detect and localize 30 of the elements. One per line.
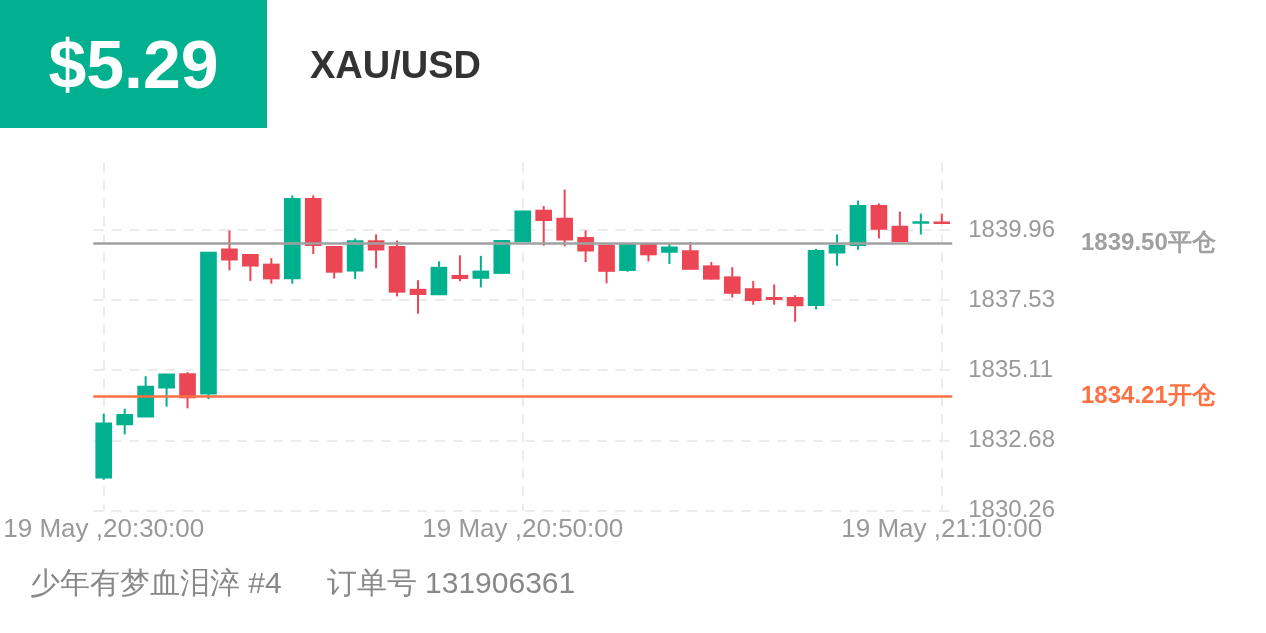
candlestick xyxy=(535,205,553,247)
candlestick xyxy=(451,254,469,283)
candlestick xyxy=(158,372,175,408)
chart-title: $5.29 xyxy=(48,25,219,103)
text: 订单号 131906361 xyxy=(326,565,576,601)
candlestick xyxy=(661,243,678,265)
candlestick xyxy=(744,280,762,306)
candlestick xyxy=(263,257,280,285)
candlestick xyxy=(786,294,804,323)
chart-subtitle: XAU/USD xyxy=(310,44,482,87)
ref-line-label: 1839.50平仓 xyxy=(1081,228,1217,256)
candlestick xyxy=(116,407,134,436)
y-tick-label: 1832.68 xyxy=(968,425,1056,453)
y-tick-label: 1839.96 xyxy=(968,214,1056,242)
candlestick xyxy=(472,254,490,289)
candlestick xyxy=(221,229,238,272)
candlestick xyxy=(765,283,783,306)
candlestick xyxy=(828,233,846,267)
x-tick-label: 19 May ,20:30:00 xyxy=(3,512,205,543)
candlestick xyxy=(912,212,930,236)
y-tick-label: 1837.53 xyxy=(968,285,1056,313)
candlestick xyxy=(409,279,427,315)
ref-line-label: 1834.21开仓 xyxy=(1081,381,1217,409)
y-tick-label: 1835.11 xyxy=(968,355,1054,383)
candlestick xyxy=(891,210,909,243)
x-tick-label: 19 May ,20:50:00 xyxy=(422,512,624,543)
text: 少年有梦血泪淬 #4 xyxy=(30,565,282,601)
candlestick xyxy=(242,253,259,283)
candlestick xyxy=(723,266,741,299)
candlestick xyxy=(556,188,573,248)
